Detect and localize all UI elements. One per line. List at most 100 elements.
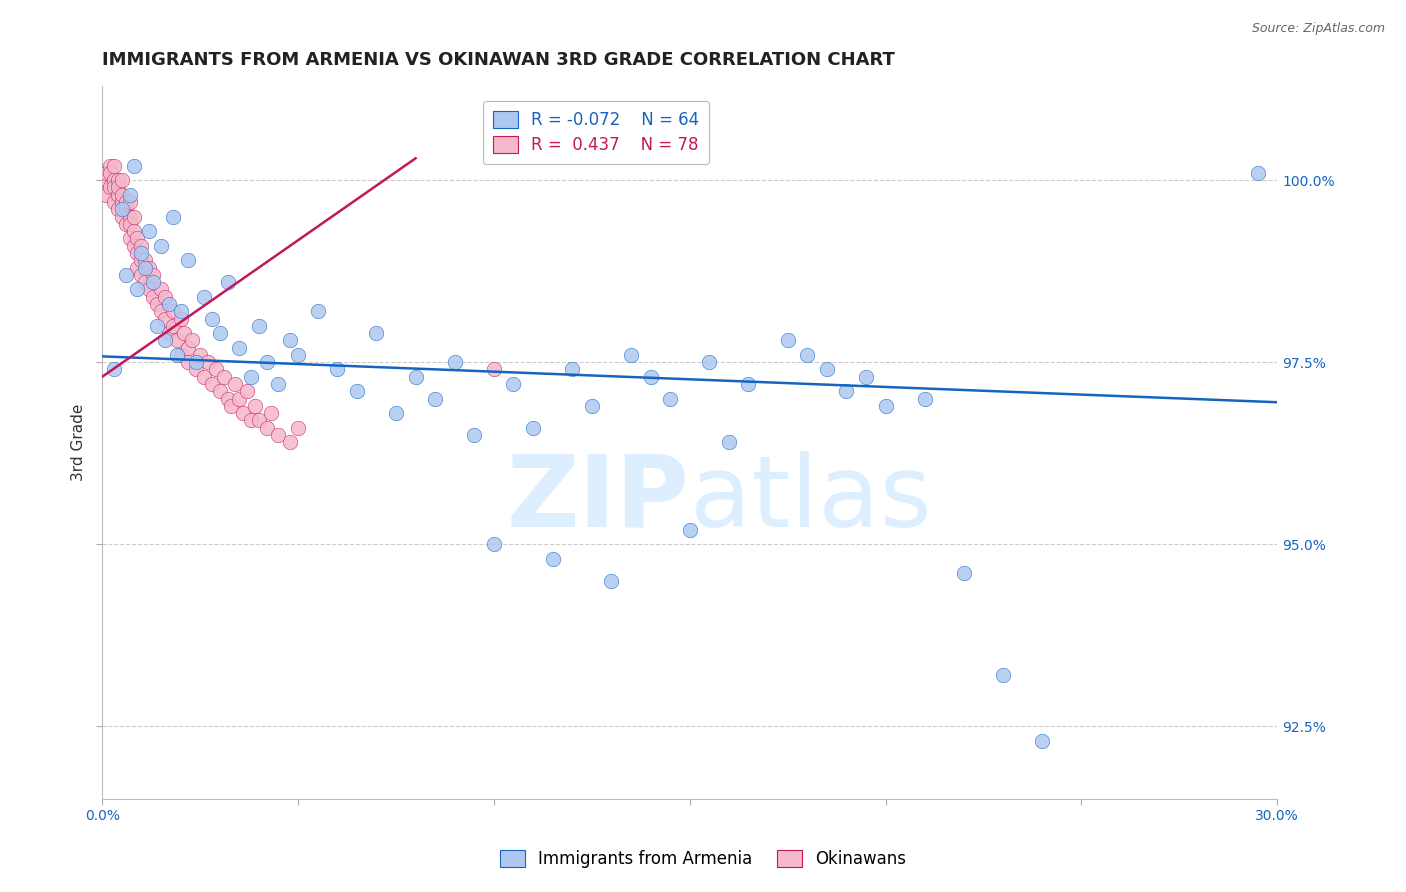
Point [243,399,266,413]
Point [659,392,682,406]
Point [482,362,505,376]
Point [142,268,165,282]
Point [169,348,191,362]
Point [166,334,188,348]
Point [107,187,129,202]
Point [267,377,290,392]
Point [256,355,278,369]
Point [98,166,121,180]
Point [131,246,153,260]
Point [620,348,643,362]
Point [169,304,191,318]
Point [217,275,239,289]
Point [193,290,215,304]
Point [122,159,145,173]
Point [1031,734,1053,748]
Point [835,384,858,399]
Point [94,166,117,180]
Point [103,362,125,376]
Point [186,362,208,376]
Point [142,275,165,289]
Point [107,173,129,187]
Point [169,311,191,326]
Point [134,275,156,289]
Point [118,210,141,224]
Point [366,326,388,340]
Point [186,355,208,369]
Point [111,187,134,202]
Point [134,253,156,268]
Point [423,392,446,406]
Point [232,406,254,420]
Point [287,421,309,435]
Point [405,369,427,384]
Point [111,173,134,187]
Point [346,384,368,399]
Point [177,341,200,355]
Point [256,421,278,435]
Point [815,362,838,376]
Point [208,326,231,340]
Point [157,297,180,311]
Point [482,537,505,551]
Point [114,268,136,282]
Point [98,159,121,173]
Point [278,435,301,450]
Point [118,231,141,245]
Point [103,159,125,173]
Point [153,311,176,326]
Point [699,355,721,369]
Point [118,194,141,209]
Point [581,399,603,413]
Point [267,428,290,442]
Point [1247,166,1270,180]
Point [138,282,160,296]
Point [181,334,204,348]
Point [385,406,408,420]
Point [138,260,160,275]
Point [236,384,259,399]
Text: IMMIGRANTS FROM ARMENIA VS OKINAWAN 3RD GRADE CORRELATION CHART: IMMIGRANTS FROM ARMENIA VS OKINAWAN 3RD … [103,51,896,69]
Point [103,180,125,194]
Point [307,304,329,318]
Point [122,238,145,252]
Point [94,173,117,187]
Point [114,202,136,217]
Point [122,224,145,238]
Point [131,253,153,268]
Point [640,369,662,384]
Point [326,362,349,376]
Point [177,355,200,369]
Point [103,194,125,209]
Text: Source: ZipAtlas.com: Source: ZipAtlas.com [1251,22,1385,36]
Point [212,369,235,384]
Point [991,668,1014,682]
Point [228,341,250,355]
Point [600,574,623,588]
Point [679,523,702,537]
Point [221,399,243,413]
Point [127,260,149,275]
Point [193,369,215,384]
Point [173,326,195,340]
Point [157,326,180,340]
Point [278,334,301,348]
Point [118,187,141,202]
Point [114,217,136,231]
Point [561,362,583,376]
Point [127,282,149,296]
Point [149,238,172,252]
Point [796,348,818,362]
Point [177,253,200,268]
Point [875,399,897,413]
Point [107,180,129,194]
Point [287,348,309,362]
Point [162,318,184,333]
Point [541,551,564,566]
Point [224,377,246,392]
Point [153,290,176,304]
Point [188,348,211,362]
Point [776,334,799,348]
Point [146,318,169,333]
Point [134,260,156,275]
